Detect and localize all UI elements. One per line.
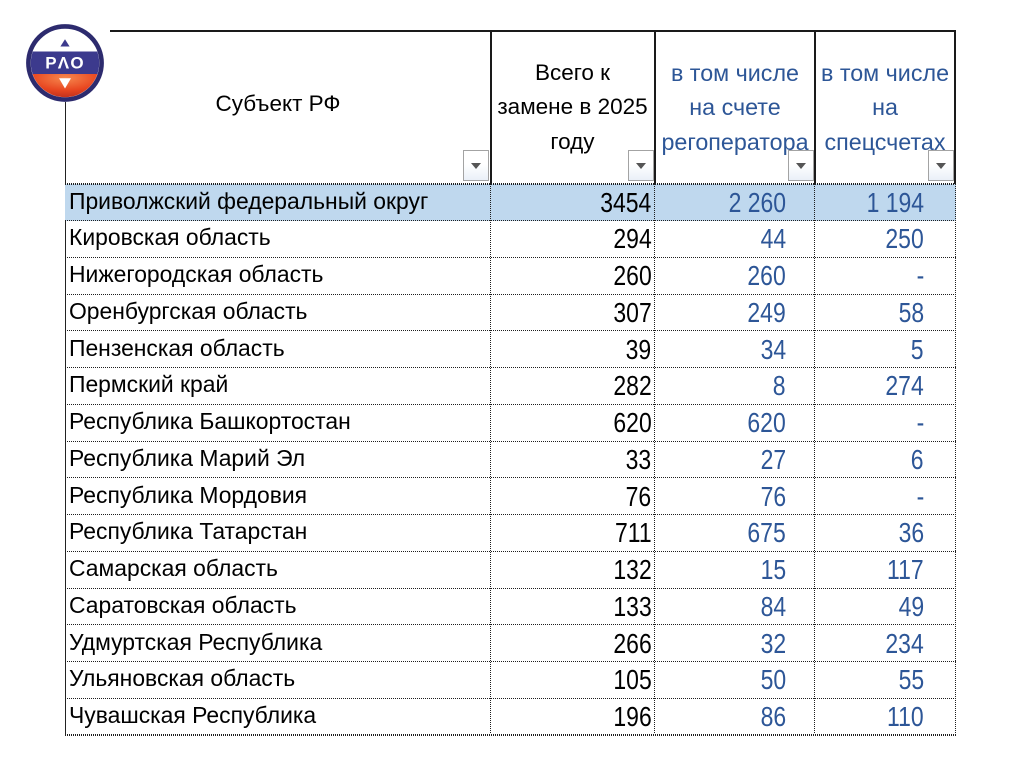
svg-text:РΛО: РΛО — [45, 53, 85, 72]
